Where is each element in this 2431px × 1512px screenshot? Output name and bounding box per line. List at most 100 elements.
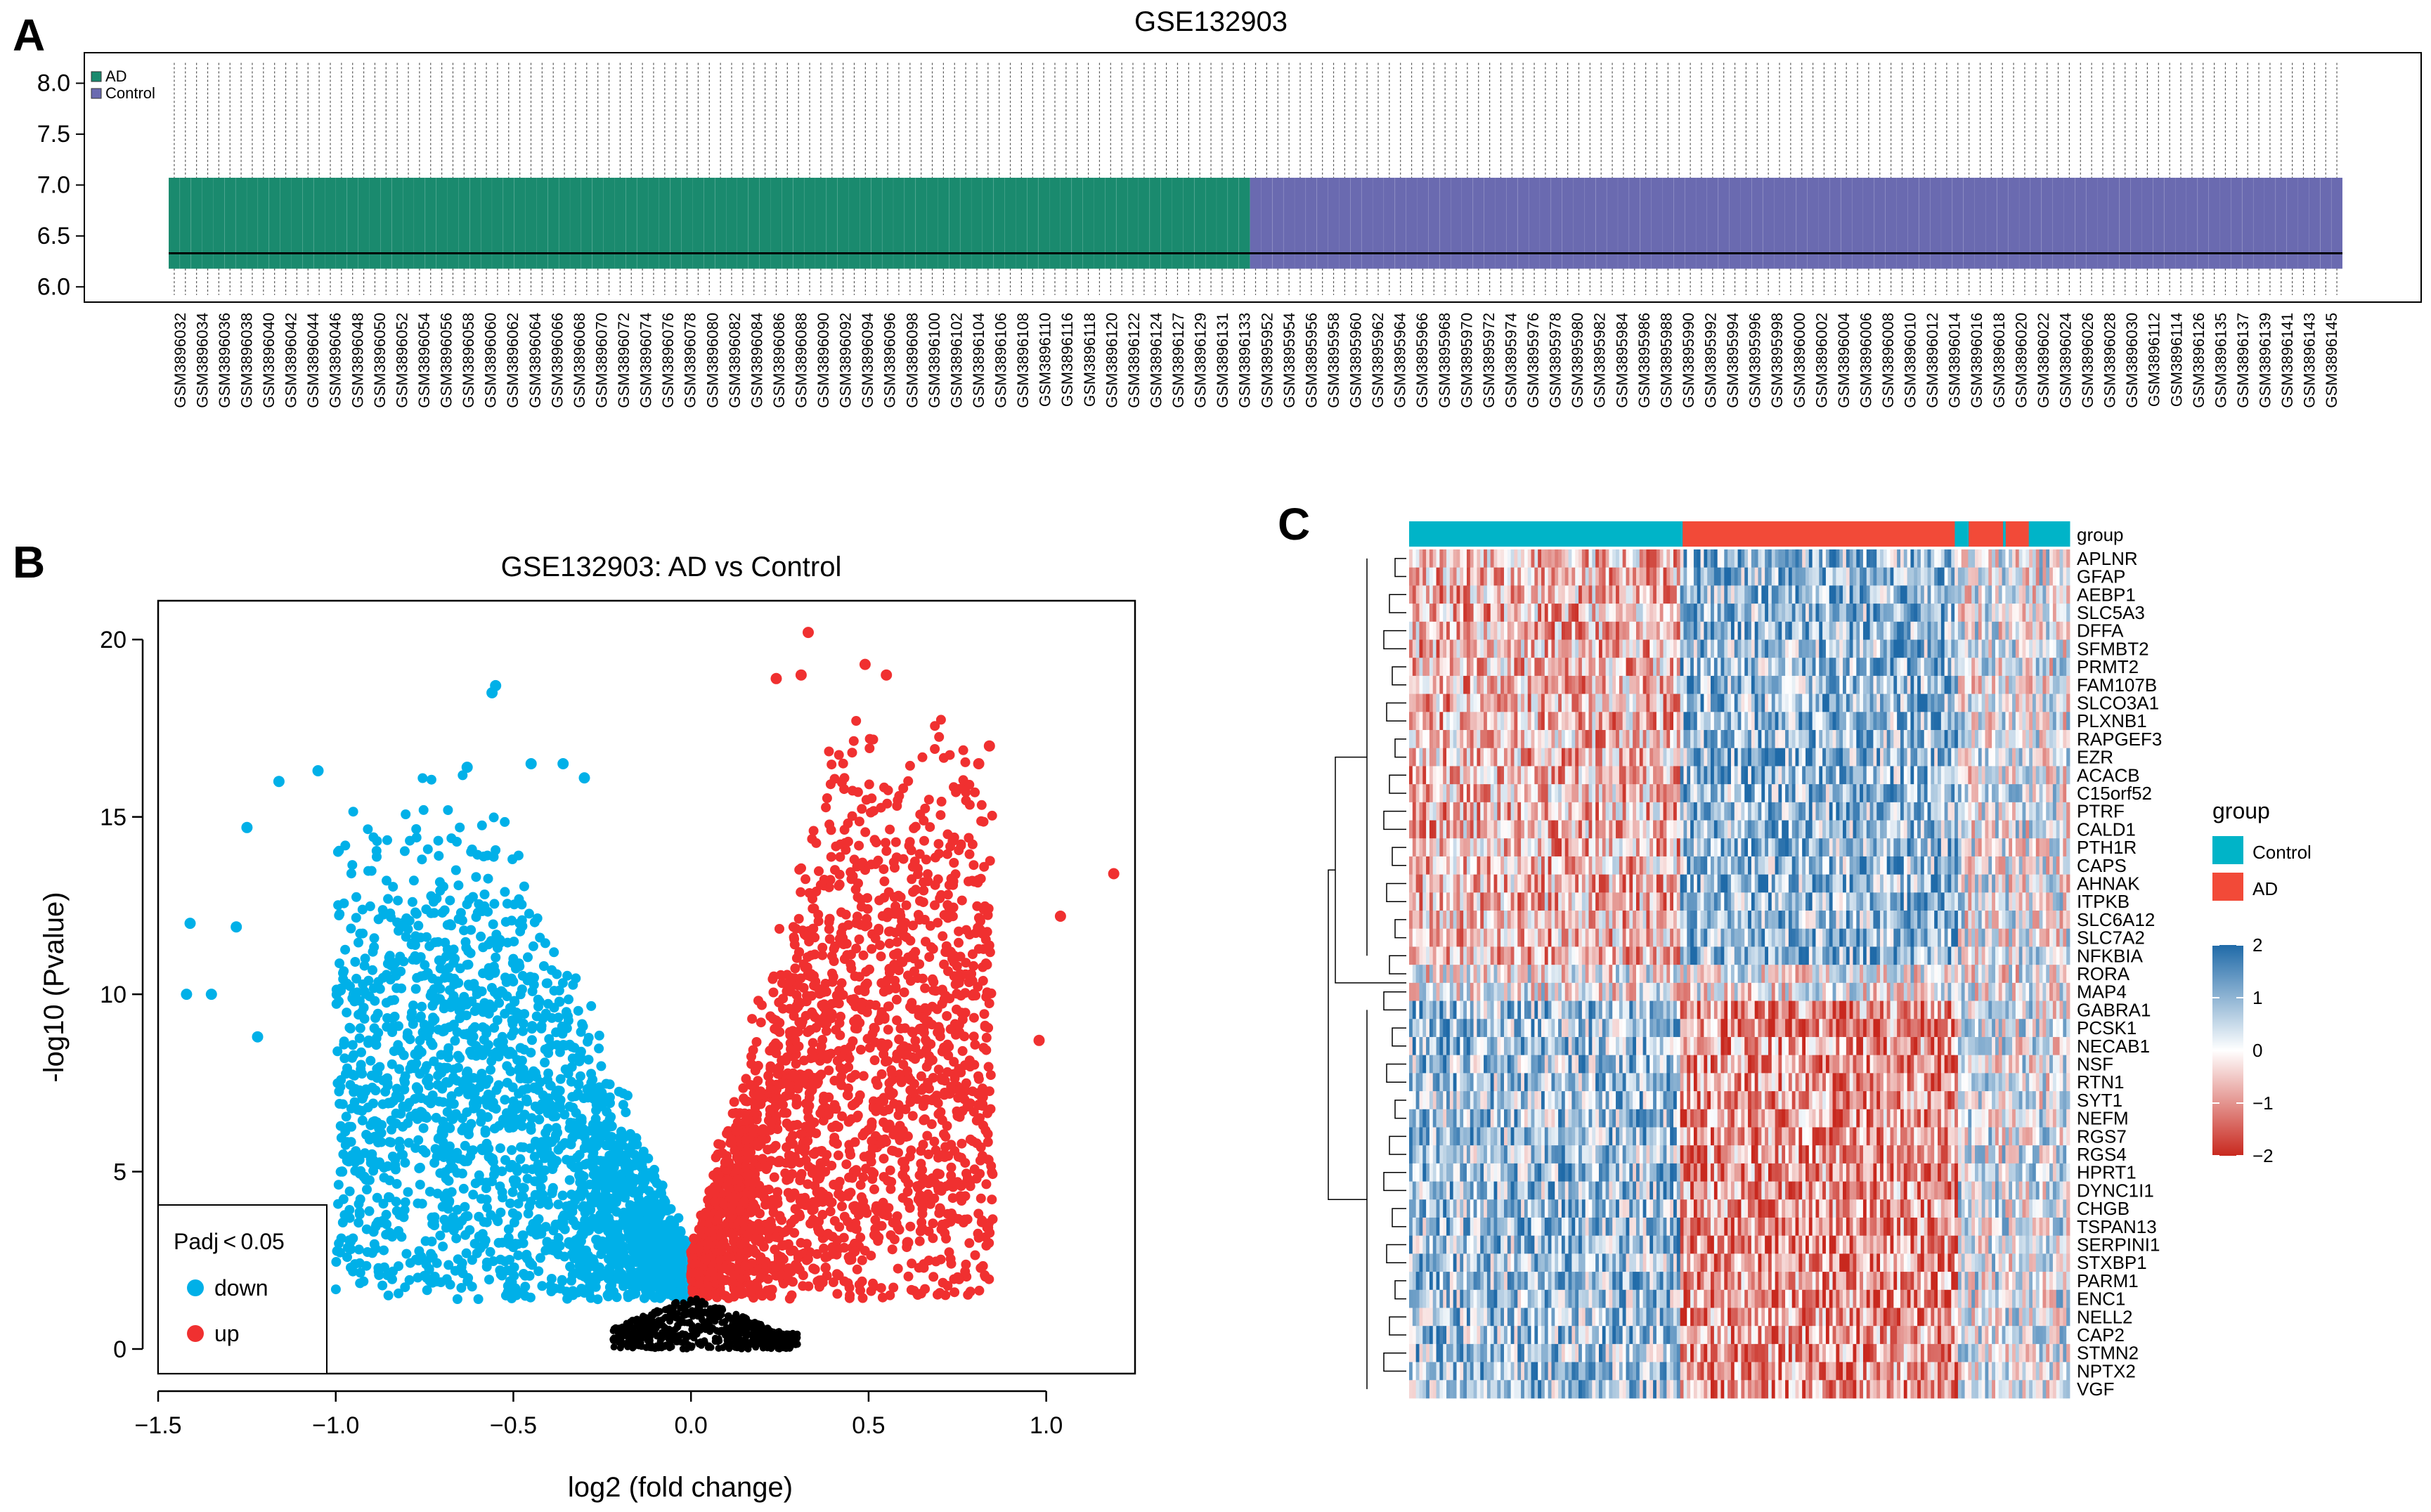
down-point [486, 1152, 496, 1163]
sample-label: GSM3896004 [1835, 313, 1853, 408]
down-point [543, 978, 552, 989]
down-point [462, 1156, 472, 1166]
up-point [964, 1055, 975, 1066]
down-point [663, 1289, 673, 1299]
down-point [468, 892, 478, 902]
down-point [384, 1137, 395, 1147]
down-point [482, 1202, 493, 1213]
down-point [557, 1276, 567, 1286]
up-point [939, 959, 949, 970]
down-point [525, 1292, 536, 1303]
up-point [916, 1217, 927, 1227]
down-point [355, 1168, 365, 1179]
down-point [542, 1196, 552, 1206]
up-point [871, 1204, 881, 1214]
box [424, 177, 436, 269]
sample-label: GSM3896139 [2257, 313, 2274, 408]
down-point [370, 1244, 381, 1254]
down-point [349, 1050, 359, 1060]
down-point [402, 1031, 413, 1042]
down-point [355, 1278, 365, 1289]
up-point [957, 1045, 968, 1056]
box [492, 177, 503, 269]
down-point [432, 1152, 442, 1162]
up-point [908, 887, 919, 897]
sample-label: GSM3895980 [1569, 313, 1586, 408]
up-point [905, 935, 916, 946]
box [804, 177, 815, 269]
legend-ad-label: AD [105, 67, 127, 85]
up-point [983, 904, 994, 914]
up-point [766, 1291, 777, 1301]
up-point [909, 1078, 919, 1089]
sample-label: GSM3896108 [1014, 313, 1032, 408]
box [670, 177, 682, 269]
down-point [597, 1201, 607, 1212]
up-point [913, 910, 923, 920]
down-point [488, 919, 498, 930]
down-point [473, 1294, 484, 1304]
up-point [822, 1052, 832, 1063]
up-point [976, 800, 987, 810]
up-point [782, 970, 792, 980]
down-point [445, 895, 455, 906]
up-point [948, 902, 959, 913]
up-point [887, 1075, 897, 1086]
up-point [935, 1288, 945, 1298]
up-point [774, 924, 784, 934]
box [815, 177, 826, 269]
up-point [715, 1140, 726, 1150]
box [458, 177, 470, 269]
down-point [527, 1035, 537, 1045]
sample-label: GSM3896082 [726, 313, 744, 408]
down-point [354, 1258, 365, 1268]
down-point [514, 958, 524, 969]
box [915, 177, 927, 269]
up-point [791, 1001, 802, 1011]
down-point [361, 1224, 372, 1234]
up-point [815, 1108, 826, 1119]
down-point [632, 1270, 642, 1281]
down-point [466, 925, 477, 935]
down-point [438, 1241, 448, 1252]
sample-label: GSM3896068 [571, 313, 588, 408]
up-point [845, 1149, 856, 1160]
up-point [838, 758, 848, 769]
panel-a-sample-labels: GSM3896032 GSM3896034 GSM3896036 GSM3896038… [171, 313, 2340, 408]
box [982, 177, 994, 269]
down-point [354, 1199, 364, 1209]
box [1550, 177, 1562, 269]
down-point [543, 998, 553, 1009]
sample-label: GSM3895956 [1302, 313, 1320, 408]
down-point [533, 1214, 544, 1225]
sample-label: GSM3895986 [1635, 313, 1653, 408]
box [514, 177, 526, 269]
down-point [399, 846, 410, 856]
box [1784, 177, 1796, 269]
up-point [909, 1286, 919, 1296]
box [481, 177, 492, 269]
down-point [455, 822, 465, 833]
sample-label: GSM3896100 [926, 313, 943, 408]
down-point [335, 1081, 346, 1092]
down-point [377, 1280, 388, 1291]
box [637, 177, 648, 269]
down-point [509, 937, 519, 947]
down-point [396, 1109, 406, 1119]
up-point [772, 1069, 783, 1079]
down-point [623, 1090, 633, 1101]
down-point [664, 1241, 675, 1252]
down-point [533, 1001, 543, 1012]
up-point [757, 1000, 767, 1010]
down-point [408, 875, 419, 886]
up-point [817, 942, 828, 953]
down-point [382, 1013, 392, 1023]
down-point [552, 1090, 562, 1100]
down-point [489, 1022, 500, 1033]
box [1896, 177, 1908, 269]
up-point [856, 901, 867, 912]
down-point [420, 960, 430, 970]
down-point [373, 1263, 384, 1274]
down-point [557, 1190, 568, 1201]
down-point [559, 1251, 570, 1262]
